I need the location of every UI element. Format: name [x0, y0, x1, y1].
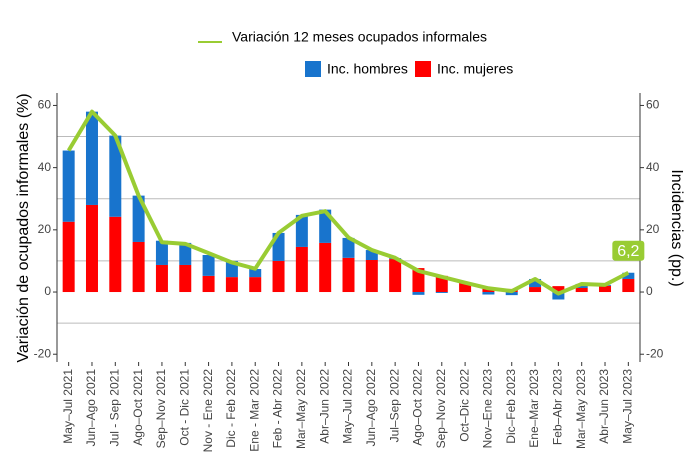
bar: [412, 292, 425, 295]
y-axis-label: Variación de ocupados informales (%): [15, 93, 32, 362]
bar: [575, 287, 588, 293]
bar: [62, 150, 75, 222]
bar: [342, 257, 355, 293]
x-tick-label: May–Jul 2023: [621, 369, 635, 444]
y2-tick-label: -20: [646, 346, 664, 360]
x-tick-label: Jul–Sep 2022: [387, 369, 401, 443]
bar: [412, 268, 425, 293]
bar: [155, 264, 168, 293]
x-tick-label: Dic–Feb 2023: [504, 369, 518, 444]
bar: [529, 278, 542, 288]
bar: [62, 221, 75, 293]
x-tick-label: Mar–May 2023: [574, 369, 588, 449]
bar: [272, 260, 285, 293]
y-tick-label: 40: [38, 160, 52, 174]
bar: [435, 275, 448, 293]
x-tick-label: May–Jul 2022: [341, 369, 355, 444]
bar: [225, 277, 238, 293]
bar: [552, 286, 565, 293]
x-tick-label: Sep–Nov 2022: [434, 369, 448, 449]
y2-tick-label: 20: [646, 222, 660, 236]
x-tick-label: Ene - Mar 2022: [247, 369, 261, 452]
bar: [295, 214, 308, 247]
legend-label: Inc. mujeres: [437, 61, 513, 77]
y-tick-label: 60: [38, 98, 52, 112]
bar: [85, 111, 98, 205]
x-tick-label: Ene–Mar 2023: [527, 369, 541, 448]
legend-label: Variación 12 meses ocupados informales: [232, 29, 487, 45]
x-tick-label: Mar–May 2022: [294, 369, 308, 449]
bar: [85, 204, 98, 293]
bar: [132, 241, 145, 293]
bar: [622, 278, 635, 293]
x-tick-label: Oct–Dic 2022: [457, 369, 471, 442]
x-tick-label: Nov - Ene 2022: [201, 369, 215, 453]
legend-label: Inc. hombres: [327, 61, 408, 77]
bar: [365, 259, 378, 293]
x-tick-label: May–Jul 2021: [61, 369, 75, 444]
bar: [365, 250, 378, 260]
bar: [459, 283, 472, 293]
bar: [132, 195, 145, 242]
bar: [179, 264, 192, 293]
annotation: 6,2: [617, 243, 639, 260]
x-tick-label: Ago–Oct 2021: [131, 369, 145, 446]
bar: [599, 285, 612, 293]
x-tick-label: Sep–Nov 2021: [154, 369, 168, 449]
x-tick-label: Feb - Abr 2022: [271, 369, 285, 449]
bar: [109, 135, 122, 217]
bar: [249, 269, 262, 278]
x-tick-label: Oct - Dic 2021: [177, 369, 191, 446]
annotation-box: [612, 240, 645, 261]
legend-swatch: [305, 61, 321, 77]
bar: [202, 255, 215, 276]
x-tick-label: Nov–Ene 2023: [481, 369, 495, 449]
bar: [482, 288, 495, 293]
bar: [109, 216, 122, 293]
y2-tick-label: 60: [646, 98, 660, 112]
bar: [179, 242, 192, 265]
bar: [295, 246, 308, 293]
bar: [202, 275, 215, 293]
x-tick-label: Dic - Feb 2022: [224, 369, 238, 448]
bar: [155, 240, 168, 265]
bar: [319, 209, 332, 243]
x-tick-label: Jun–Ago 2021: [84, 369, 98, 447]
x-tick-label: Ago–Oct 2022: [411, 369, 425, 446]
bar: [529, 287, 542, 293]
bar: [622, 272, 635, 279]
x-tick-label: Jun–Ago 2022: [364, 369, 378, 447]
bar: [552, 292, 565, 300]
bar: [319, 242, 332, 293]
y-tick-label: 0: [44, 284, 51, 298]
x-tick-label: Feb–Abr 2023: [551, 369, 565, 445]
y2-tick-label: 40: [646, 160, 660, 174]
bar: [482, 292, 495, 295]
x-tick-label: Abr–Jun 2023: [597, 369, 611, 444]
y2-axis-label: Incidencias (pp.): [668, 169, 685, 286]
bar: [435, 292, 448, 293]
bar: [249, 277, 262, 293]
y-tick-label: 20: [38, 222, 52, 236]
bar: [505, 292, 518, 296]
bar: [389, 259, 402, 293]
x-tick-label: Jul - Sep 2021: [107, 369, 121, 447]
y-tick-label: -20: [34, 346, 52, 360]
x-tick-label: Abr–Jun 2022: [317, 369, 331, 444]
bar: [342, 237, 355, 258]
line: [66, 109, 630, 296]
legend-swatch: [415, 61, 431, 77]
y2-tick-label: 0: [646, 284, 653, 298]
